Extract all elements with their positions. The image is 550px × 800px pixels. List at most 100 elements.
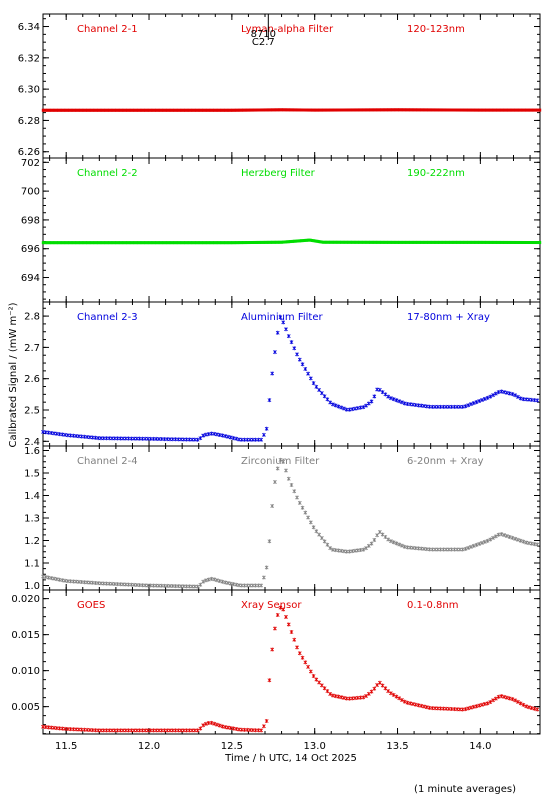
data-point bbox=[362, 108, 365, 112]
data-point bbox=[151, 728, 156, 733]
data-point bbox=[413, 702, 418, 707]
data-point bbox=[393, 108, 397, 112]
data-point bbox=[361, 405, 366, 410]
data-point bbox=[433, 108, 437, 112]
data-point bbox=[206, 432, 211, 437]
data-point bbox=[331, 547, 335, 552]
data-point bbox=[110, 436, 114, 441]
x-tick-label: 13.5 bbox=[386, 741, 408, 752]
data-point bbox=[331, 240, 335, 244]
data-point bbox=[162, 437, 167, 442]
data-point bbox=[166, 108, 169, 112]
data-point bbox=[298, 239, 301, 243]
data-point bbox=[389, 691, 393, 696]
data-point bbox=[221, 108, 224, 112]
data-point bbox=[268, 240, 271, 244]
data-point bbox=[229, 241, 232, 245]
data-point bbox=[163, 108, 166, 112]
data-point bbox=[391, 108, 394, 112]
data-point bbox=[275, 108, 278, 112]
data-point bbox=[161, 241, 165, 245]
data-point bbox=[348, 108, 351, 112]
data-point bbox=[507, 391, 512, 396]
data-point bbox=[236, 241, 239, 245]
data-point bbox=[339, 405, 344, 410]
data-point bbox=[112, 436, 117, 441]
data-point bbox=[418, 108, 422, 112]
y-tick-label: 1.1 bbox=[24, 559, 40, 570]
data-point bbox=[112, 108, 115, 112]
data-point bbox=[370, 240, 373, 244]
data-point bbox=[185, 241, 188, 245]
data-point bbox=[73, 108, 76, 112]
data-point bbox=[350, 407, 355, 412]
data-point bbox=[421, 108, 424, 112]
data-point bbox=[228, 435, 233, 440]
data-point bbox=[224, 241, 227, 245]
data-point bbox=[397, 542, 402, 547]
data-point bbox=[418, 240, 422, 244]
data-point bbox=[173, 437, 178, 442]
data-point bbox=[52, 576, 56, 581]
data-point bbox=[59, 241, 63, 245]
data-point bbox=[399, 240, 402, 244]
data-point bbox=[427, 705, 432, 710]
data-point bbox=[276, 108, 279, 112]
data-point bbox=[230, 108, 234, 112]
data-point bbox=[458, 547, 462, 552]
data-point bbox=[259, 583, 264, 588]
data-point bbox=[199, 108, 202, 112]
filter-label: Lyman-alpha Filter bbox=[241, 24, 334, 35]
data-point bbox=[451, 108, 455, 112]
data-point bbox=[159, 108, 162, 112]
data-point bbox=[129, 728, 134, 733]
data-point bbox=[41, 574, 45, 579]
data-point bbox=[259, 728, 264, 733]
data-point bbox=[430, 404, 435, 409]
data-point bbox=[305, 238, 308, 242]
data-point bbox=[262, 724, 266, 729]
data-point bbox=[248, 583, 252, 588]
data-point bbox=[143, 436, 148, 441]
data-point bbox=[266, 108, 270, 112]
data-point bbox=[208, 241, 212, 245]
data-point bbox=[515, 240, 518, 244]
data-point bbox=[92, 108, 96, 112]
data-point bbox=[201, 433, 206, 438]
data-point bbox=[505, 108, 509, 112]
data-point bbox=[171, 241, 174, 245]
data-point bbox=[275, 466, 280, 471]
data-point bbox=[502, 390, 506, 395]
data-point bbox=[435, 240, 438, 244]
data-point bbox=[364, 693, 368, 698]
data-point bbox=[499, 694, 504, 699]
data-point bbox=[157, 241, 161, 245]
data-point bbox=[178, 108, 181, 112]
y-tick-label: 694 bbox=[21, 273, 40, 284]
data-point bbox=[241, 241, 245, 245]
data-point bbox=[493, 534, 498, 539]
data-point bbox=[222, 108, 226, 112]
data-point bbox=[482, 702, 487, 707]
data-point bbox=[320, 108, 324, 112]
data-point bbox=[217, 241, 220, 245]
data-point bbox=[161, 108, 165, 112]
data-point bbox=[294, 239, 297, 243]
data-point bbox=[239, 583, 244, 588]
data-point bbox=[391, 540, 396, 545]
data-point bbox=[148, 728, 153, 733]
data-point bbox=[96, 728, 101, 733]
data-point bbox=[371, 108, 375, 112]
data-point bbox=[209, 720, 214, 725]
data-point bbox=[77, 241, 81, 245]
data-point bbox=[218, 241, 221, 245]
data-point bbox=[305, 108, 308, 112]
data-point bbox=[108, 108, 111, 112]
data-point bbox=[460, 404, 465, 409]
data-point bbox=[411, 108, 415, 112]
data-point bbox=[303, 660, 308, 665]
data-point bbox=[289, 340, 294, 345]
data-point bbox=[225, 108, 228, 112]
data-point bbox=[228, 241, 231, 245]
data-point bbox=[123, 436, 128, 441]
